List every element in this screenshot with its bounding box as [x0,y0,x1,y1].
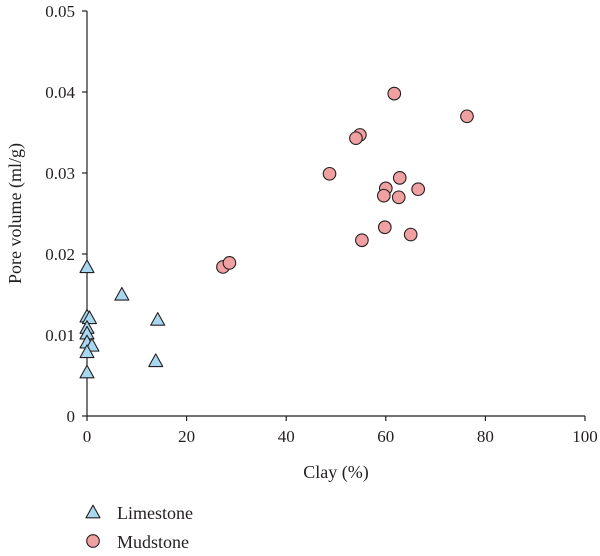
mudstone-point [322,166,337,181]
axes: 0 20 40 60 80 100 0 0.01 0.02 0.03 0.04 0.05 [45,2,598,446]
mudstone-point [349,131,363,146]
mudstone-point [377,220,392,235]
x-tick-label: 80 [477,427,494,446]
limestone-point [79,259,95,274]
y-tick-label: 0.05 [45,2,75,21]
y-tick-label: 0.04 [45,83,75,102]
legend-triangle-icon [85,504,101,519]
mudstone-point [460,109,474,124]
y-axis-label: Pore volume (ml/g) [5,143,26,284]
data-points [79,86,474,379]
x-tick-label: 20 [178,427,195,446]
x-tick-label: 0 [83,427,92,446]
mudstone-point [222,256,237,270]
x-tick-label: 100 [572,427,598,446]
legend-label: Mudstone [117,532,189,552]
limestone-point [114,286,130,301]
mudstone-point [392,171,407,185]
x-tick-label: 60 [377,427,394,446]
legend-label: Limestone [117,503,193,523]
y-tick-label: 0.02 [45,245,75,264]
y-tick-label: 0.01 [45,326,75,345]
y-tick-label: 0.03 [45,164,75,183]
y-tick-label: 0 [67,407,76,426]
series-mudstone [216,86,474,274]
mudstone-point [411,182,426,197]
legend-item-mudstone: Mudstone [86,532,189,552]
mudstone-point [387,86,402,101]
mudstone-point [376,188,391,203]
limestone-point [81,310,98,325]
limestone-point [79,364,95,379]
series-limestone [79,259,166,379]
limestone-point [148,353,164,368]
mudstone-point [391,190,406,205]
limestone-point [150,312,166,326]
legend: Limestone Mudstone [85,503,193,552]
mudstone-point [403,227,418,242]
legend-item-limestone: Limestone [85,503,193,523]
x-axis-label: Clay (%) [303,462,368,483]
legend-circle-icon [86,534,100,548]
limestone-point [79,344,95,359]
mudstone-point [355,233,369,248]
x-tick-label: 40 [278,427,295,446]
